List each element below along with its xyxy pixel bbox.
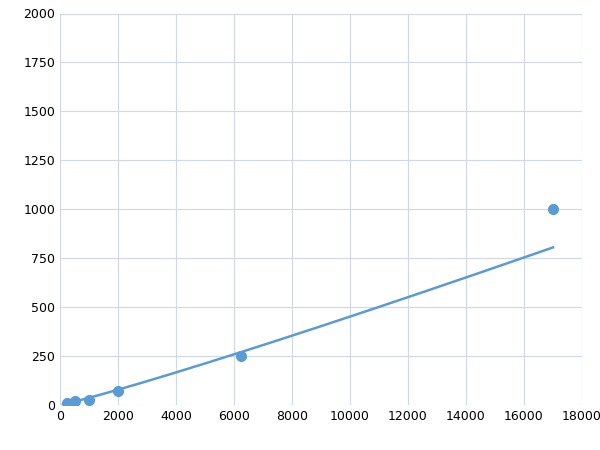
Point (62, 400, 72, 407)
Point (84, 396, 94, 404)
Point (113, 388, 123, 395)
Point (236, 352, 246, 360)
Point (548, 206, 558, 213)
Point (70, 397, 79, 405)
